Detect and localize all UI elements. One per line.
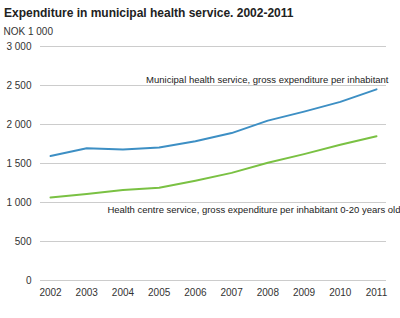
svg-text:2 500: 2 500 (6, 80, 31, 91)
svg-text:2010: 2010 (329, 287, 352, 298)
svg-text:2005: 2005 (148, 287, 171, 298)
svg-text:2009: 2009 (293, 287, 316, 298)
svg-text:Health centre service, gross e: Health centre service, gross expenditure… (107, 204, 400, 215)
svg-text:2004: 2004 (112, 287, 135, 298)
svg-text:2002: 2002 (39, 287, 62, 298)
svg-text:0: 0 (26, 275, 32, 286)
svg-text:1 000: 1 000 (6, 197, 31, 208)
svg-text:2007: 2007 (220, 287, 243, 298)
svg-text:Municipal health service, gros: Municipal health service, gross expendit… (146, 74, 389, 85)
svg-text:2006: 2006 (184, 287, 207, 298)
svg-text:2008: 2008 (257, 287, 280, 298)
svg-text:3 000: 3 000 (6, 41, 31, 52)
svg-text:NOK 1 000: NOK 1 000 (4, 26, 54, 37)
svg-text:2 000: 2 000 (6, 119, 31, 130)
svg-text:2003: 2003 (76, 287, 99, 298)
html-text:Expenditure in municipal healt: Expenditure in municipal health service.… (4, 6, 294, 20)
svg-text:2011: 2011 (366, 287, 388, 298)
svg-text:1 500: 1 500 (6, 158, 31, 169)
svg-text:500: 500 (15, 236, 32, 247)
